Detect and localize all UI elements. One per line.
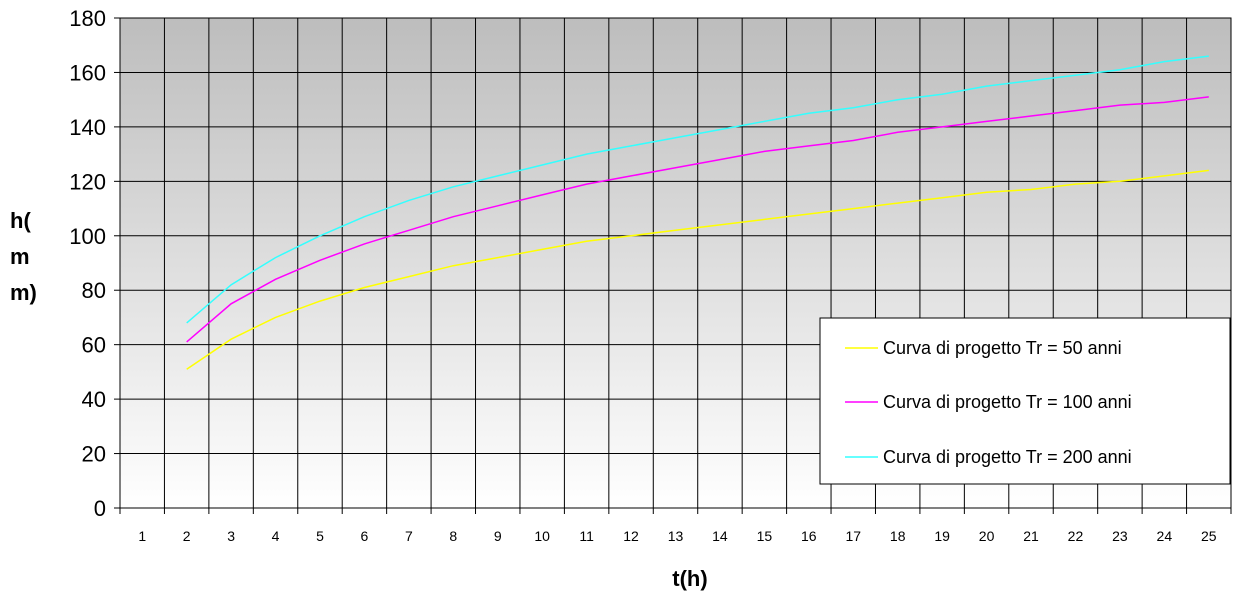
x-tick-label: 1 <box>138 528 146 544</box>
x-tick-label: 2 <box>183 528 191 544</box>
legend-label-tr100: Curva di progetto Tr = 100 anni <box>883 392 1132 412</box>
y-tick-labels: 0 20 40 60 80 100 120 140 160 180 <box>69 6 106 521</box>
x-tick-label: 4 <box>272 528 280 544</box>
x-tick-label: 14 <box>712 528 728 544</box>
y-tick-label: 20 <box>82 442 106 467</box>
x-tick-label: 13 <box>668 528 684 544</box>
y-tick-label: 0 <box>94 496 106 521</box>
y-axis-title-line-3: m) <box>10 280 37 305</box>
x-tick-label: 18 <box>890 528 906 544</box>
series-line-3 <box>186 55 1209 324</box>
y-tick-label: 160 <box>69 60 106 85</box>
y-tick-label: 100 <box>69 224 106 249</box>
x-tick-label: 19 <box>934 528 950 544</box>
x-tick-label: 10 <box>534 528 550 544</box>
y-tick-label: 120 <box>69 169 106 194</box>
x-tick-label: 21 <box>1023 528 1039 544</box>
x-tick-label: 25 <box>1201 528 1217 544</box>
y-axis-title-line-1: h( <box>10 208 31 233</box>
x-tick-label: 6 <box>361 528 369 544</box>
x-tick-label: 7 <box>405 528 413 544</box>
x-tick-label: 20 <box>979 528 995 544</box>
x-tick-label: 23 <box>1112 528 1128 544</box>
legend: Curva di progetto Tr = 50 anni Curva di … <box>819 317 1231 485</box>
x-tick-label: 8 <box>449 528 457 544</box>
legend-label-tr50: Curva di progetto Tr = 50 anni <box>883 338 1122 358</box>
y-tick-label: 60 <box>82 333 106 358</box>
y-tick-label: 80 <box>82 278 106 303</box>
x-tick-label: 22 <box>1068 528 1084 544</box>
x-tick-label: 12 <box>623 528 639 544</box>
y-tick-label: 180 <box>69 6 106 31</box>
x-tick-label: 16 <box>801 528 817 544</box>
x-tick-label: 3 <box>227 528 235 544</box>
y-tick-label: 140 <box>69 115 106 140</box>
x-tick-label: 24 <box>1157 528 1173 544</box>
series-line-2 <box>186 96 1209 343</box>
series-line-1 <box>186 169 1209 370</box>
x-tick-label: 15 <box>757 528 773 544</box>
y-tick-label: 40 <box>82 387 106 412</box>
x-axis-title: t(h) <box>672 566 707 591</box>
x-tick-label: 17 <box>845 528 861 544</box>
legend-label-tr200: Curva di progetto Tr = 200 anni <box>883 447 1132 467</box>
x-tick-labels: 1 2 3 4 5 6 7 8 9 10 11 12 13 14 15 16 17 18 19 20 21 22 23 24 2… <box>138 528 1216 544</box>
x-tick-label: 9 <box>494 528 502 544</box>
y-axis-title-line-2: m <box>10 244 30 269</box>
x-tick-label: 5 <box>316 528 324 544</box>
x-tick-label: 11 <box>579 528 594 544</box>
legend-box <box>819 317 1231 485</box>
series-lines <box>186 55 1209 370</box>
